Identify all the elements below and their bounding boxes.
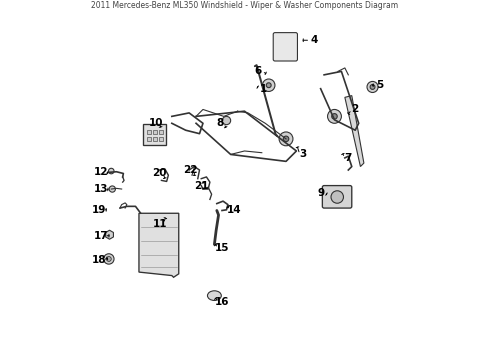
Text: 2: 2 [351,104,358,114]
Circle shape [330,191,343,203]
Ellipse shape [207,291,221,301]
FancyBboxPatch shape [143,124,165,145]
Circle shape [266,83,270,87]
Title: 2011 Mercedes-Benz ML350 Windshield - Wiper & Washer Components Diagram: 2011 Mercedes-Benz ML350 Windshield - Wi… [91,1,397,10]
Circle shape [109,186,115,192]
FancyBboxPatch shape [273,33,297,61]
Circle shape [327,109,341,123]
Bar [146,130,151,134]
Polygon shape [139,213,179,277]
Circle shape [331,114,337,119]
Text: 9: 9 [316,188,324,198]
Text: 6: 6 [254,66,262,76]
Circle shape [106,257,111,261]
Bar [158,130,163,134]
Text: 17: 17 [93,231,108,241]
Bar [146,137,151,141]
FancyBboxPatch shape [322,186,351,208]
Text: 18: 18 [92,255,106,265]
Text: 1: 1 [260,84,266,94]
Circle shape [108,168,114,174]
Text: 15: 15 [214,243,229,253]
Circle shape [369,85,374,89]
Text: 5: 5 [375,80,382,90]
Text: 8: 8 [216,118,224,128]
Text: 19: 19 [92,205,106,215]
Text: 13: 13 [93,184,108,194]
Text: 21: 21 [194,181,208,190]
Text: 12: 12 [93,167,108,177]
Circle shape [103,254,114,264]
Text: 4: 4 [309,35,317,45]
Circle shape [283,136,288,141]
Circle shape [366,81,377,93]
Text: 20: 20 [152,168,166,179]
Polygon shape [344,96,363,167]
Bar [158,137,163,141]
Text: 3: 3 [299,149,306,159]
Bar [152,130,157,134]
Text: 22: 22 [183,165,198,175]
Circle shape [222,116,230,125]
Text: 16: 16 [214,297,229,306]
Text: 7: 7 [344,153,351,163]
Text: 14: 14 [226,205,241,215]
Bar [152,137,157,141]
Text: 11: 11 [152,219,166,229]
Circle shape [262,79,274,91]
Circle shape [279,132,292,146]
Text: 10: 10 [149,118,163,128]
